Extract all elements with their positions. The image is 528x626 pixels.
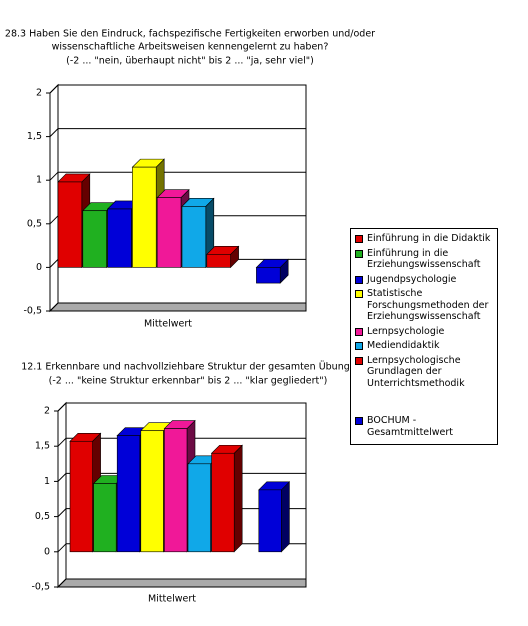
y-tick-label: 2	[36, 88, 42, 99]
bar	[258, 489, 282, 553]
bar	[140, 430, 164, 553]
y-tick-label: 0	[44, 546, 50, 557]
bar	[211, 452, 235, 553]
legend-label: Jugendpsychologie	[367, 273, 457, 285]
bar	[187, 463, 211, 553]
legend-item: Lernpsychologie	[355, 326, 495, 338]
legend-label: Einführung in die Didaktik	[367, 233, 491, 244]
legend-swatch	[355, 249, 363, 258]
legend-swatch	[355, 275, 363, 284]
floor	[56, 578, 307, 588]
y-tick-label: 1	[44, 476, 50, 487]
y-tick-label: -0,5	[23, 306, 42, 317]
legend-swatch	[355, 342, 363, 350]
floor	[48, 302, 307, 312]
legend-item: Einführung in die Erziehungswissenschaft	[355, 248, 495, 271]
bar	[181, 206, 207, 268]
chart-title: 28.3 Haben Sie den Eindruck, fachspezifi…	[5, 29, 375, 40]
y-tick-label: -0,5	[31, 582, 50, 593]
side-wall	[57, 401, 67, 589]
grid-line-side	[49, 302, 59, 312]
legend: Einführung in die Didaktik Einführung in …	[350, 228, 498, 445]
bar	[116, 435, 141, 553]
y-tick-label: 1	[36, 175, 42, 186]
bar-side	[233, 444, 243, 553]
grid-line-side	[49, 84, 59, 94]
legend-swatch	[355, 290, 363, 298]
y-tick-label: 1,5	[35, 441, 50, 452]
legend-label: Mediendidaktik	[367, 340, 440, 351]
grid-line-side	[57, 473, 67, 482]
bar	[206, 254, 231, 268]
grid-line-side	[49, 259, 59, 268]
legend-item: Jugendpsychologie	[355, 274, 495, 286]
x-tick-label: Mittelwert	[148, 594, 196, 605]
legend-swatch	[355, 356, 363, 365]
legend-label: Einführung in die Erziehungswissenschaft	[367, 247, 481, 271]
bar	[107, 208, 132, 268]
legend-item: Einführung in die Didaktik	[355, 233, 495, 245]
legend-item: Statistische Forschungsmethoden der Erzi…	[355, 288, 495, 323]
legend-label: Lernpsychologie	[367, 325, 445, 337]
chart-title: wissenschaftliche Arbeitsweisen kennenge…	[52, 42, 329, 53]
bar	[93, 483, 117, 553]
y-tick-label: 2	[44, 406, 50, 417]
grid-line-side	[49, 128, 59, 137]
grid-line-side	[57, 543, 67, 553]
chart-title: 12.1 Erkennbare und nachvollziehbare Str…	[21, 362, 355, 373]
x-tick-label: Mittelwert	[144, 319, 192, 330]
legend-item: BOCHUM - Gesamtmittelwert	[355, 415, 495, 438]
chart-subtitle: (-2 ... "nein, überhaupt nicht" bis 2 ..…	[66, 56, 314, 67]
bar-side	[281, 481, 290, 553]
grid-line-side	[57, 437, 67, 447]
legend-swatch	[355, 235, 363, 243]
chart-subtitle: (-2 ... "keine Struktur erkennbar" bis 2…	[49, 376, 328, 387]
bar	[256, 267, 281, 284]
legend-swatch	[355, 417, 363, 425]
y-tick-label: 0,5	[35, 511, 50, 522]
grid-line-side	[57, 508, 67, 517]
bar	[164, 428, 188, 553]
bar	[82, 210, 107, 268]
legend-swatch	[355, 327, 363, 336]
legend-item: Mediendidaktik	[355, 340, 495, 352]
grid-line-side	[49, 215, 59, 225]
y-tick-label: 1,5	[27, 131, 42, 142]
legend-item: Lernpsychologische Grundlagen der Unterr…	[355, 355, 495, 390]
bar	[57, 181, 83, 268]
grid-line-side	[57, 402, 67, 412]
legend-label: Lernpsychologische Grundlagen der Unterr…	[367, 354, 465, 389]
bar	[132, 166, 157, 268]
grid-line-side	[57, 578, 67, 588]
y-tick-label: 0	[36, 262, 42, 273]
bar	[156, 197, 182, 268]
legend-label: BOCHUM - Gesamtmittelwert	[367, 415, 454, 438]
bar	[69, 440, 93, 553]
legend-label: Statistische Forschungsmethoden der Erzi…	[367, 288, 489, 322]
y-tick-label: 0,5	[27, 218, 42, 229]
grid-line-side	[49, 171, 59, 181]
side-wall	[49, 83, 59, 313]
